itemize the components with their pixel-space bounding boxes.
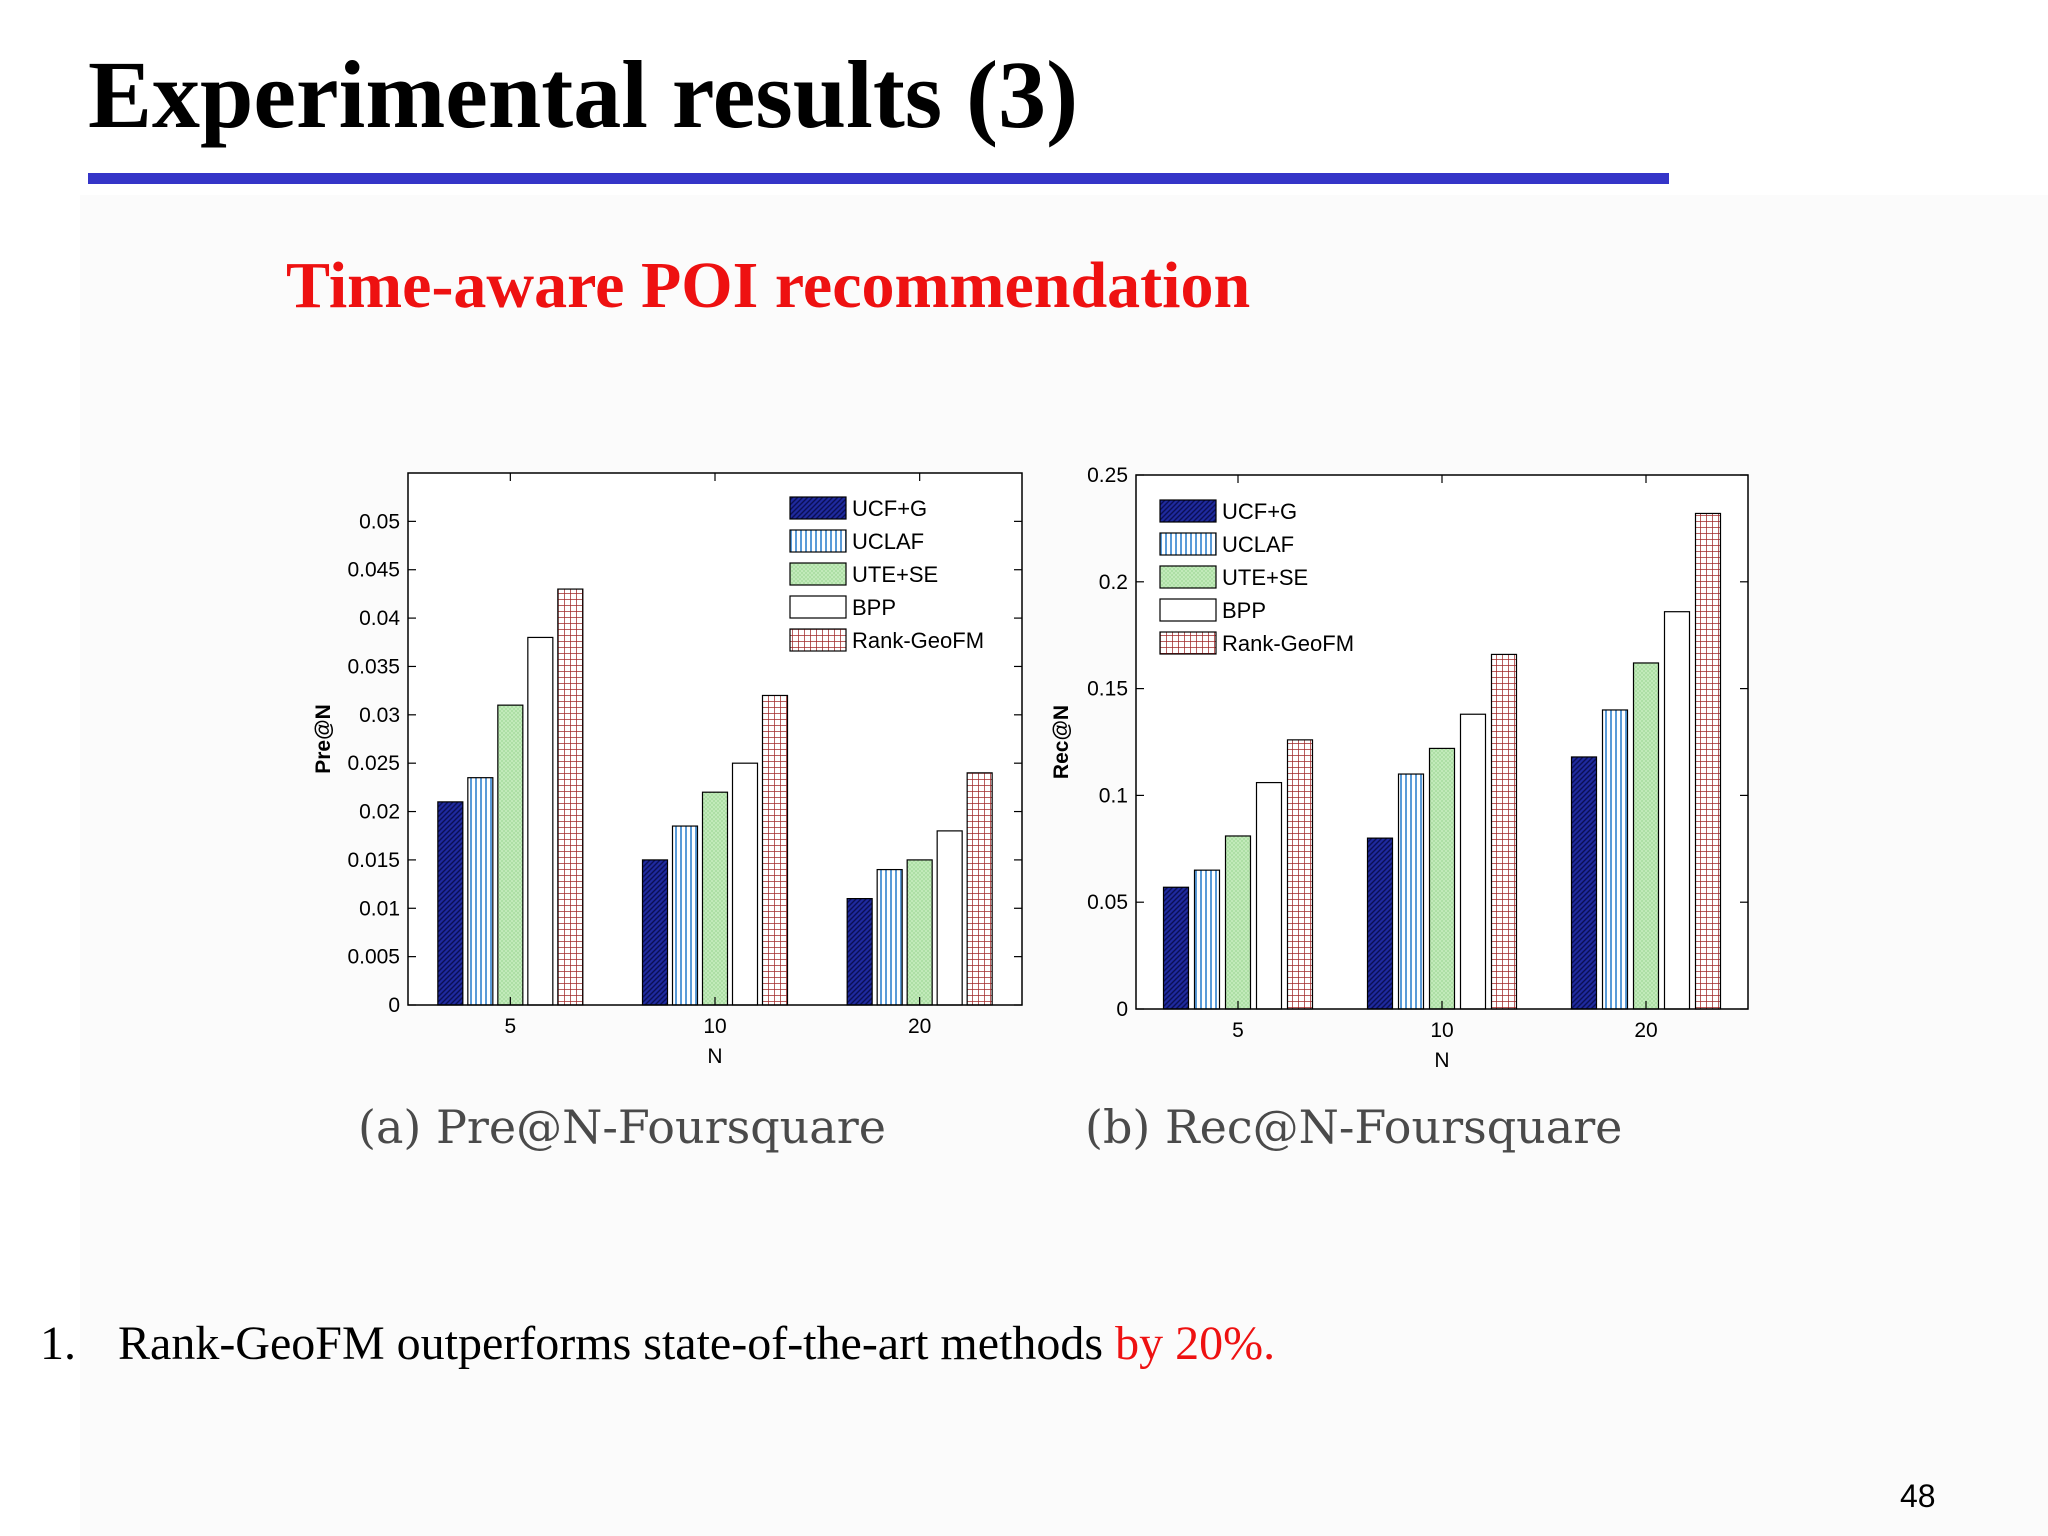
rec-bar-ucf-g-n10 [1366,837,1394,1010]
rec-ytick-label: 0.25 [1087,464,1128,487]
pre-legend-swatch-rank-geofm [789,628,847,652]
rec-bar-ute-se-n20 [1632,662,1660,1010]
pre-bar-ute-se-n5 [497,704,524,1006]
pre-legend-label-bpp: BPP [852,595,896,620]
rec-plot-frame [1135,474,1749,1010]
pre-ytick-label: 0.04 [359,607,400,630]
pre-ytick-label: 0.025 [347,752,400,775]
pre-bar-rank-geofm-n5 [557,588,584,1006]
pre-bar-ucf-g-n5 [437,801,464,1006]
pre-ytick-label: 0.035 [347,655,400,678]
rec-bar-rank-geofm-n20 [1694,512,1722,1010]
rec-xaxis-label: N [1434,1049,1449,1072]
pre-bar-bpp-n5 [527,636,554,1006]
rec-bar-ucf-g-n5 [1162,886,1190,1010]
rec-legend-swatch-ute-se [1159,565,1217,589]
chart-recall: 0 0.05 0.1 0.15 0.2 0.25 5 10 20 N Rec@N UCF+G UCLAF… [1040,455,1800,1175]
rec-xtick-label: 5 [1232,1019,1244,1042]
pre-bar-rank-geofm-n20 [966,772,993,1006]
rec-ytick-label: 0.1 [1099,784,1128,807]
pre-ytick-label: 0.05 [359,510,400,533]
pre-plot-frame [407,472,1023,1006]
rec-bar-ute-se-n5 [1224,835,1252,1010]
rec-bar-bpp-n5 [1255,781,1283,1010]
rec-legend-label-rank-geofm: Rank-GeoFM [1222,631,1354,656]
pre-legend-label-ucf-g: UCF+G [852,496,927,521]
page-number: 48 [1900,1478,1936,1514]
pre-bar-ucf-g-n10 [641,859,669,1006]
rec-legend-label-uclaf: UCLAF [1222,532,1294,557]
rec-bar-ucf-g-n20 [1570,756,1598,1010]
rec-legend-label-ute-se: UTE+SE [1222,565,1308,590]
pre-legend-swatch-uclaf [789,529,847,553]
rec-bar-uclaf-n20 [1601,709,1629,1010]
rec-ytick-label: 0.05 [1087,891,1128,914]
rec-legend-swatch-bpp [1159,598,1217,622]
caption-precision: (a) Pre@N-Foursquare [358,1100,886,1154]
pre-bar-bpp-n20 [936,830,963,1006]
chart-precision: 0 0.005 0.01 0.015 0.02 0.025 0.03 0.035 0.04 0.0… [300,455,1060,1175]
slide-title: Experimental results (3) [88,41,1079,148]
bullet-item: 1. Rank-GeoFM outperforms state-of-the-ar… [40,1317,1276,1371]
rec-bar-bpp-n20 [1663,611,1691,1010]
rec-ytick-label: 0.15 [1087,678,1128,701]
bullet-highlight: by 20%. [1115,1317,1276,1370]
pre-bar-uclaf-n10 [671,825,699,1006]
pre-ytick-label: 0.02 [359,801,400,824]
rec-ytick-label: 0.2 [1099,571,1128,594]
rec-xtick-label: 10 [1430,1019,1453,1042]
pre-legend-label-rank-geofm: Rank-GeoFM [852,628,984,653]
slide-subtitle: Time-aware POI recommendation [286,249,1251,322]
pre-bar-bpp-n10 [731,762,759,1006]
pre-yaxis-label: Pre@N [312,704,335,774]
pre-legend-swatch-bpp [789,595,847,619]
pre-bar-ute-se-n20 [906,859,933,1006]
pre-xtick-label: 5 [504,1015,516,1038]
pre-legend-label-ute-se: UTE+SE [852,562,938,587]
chart-precision-svg: 0 0.005 0.01 0.015 0.02 0.025 0.03 0.035 0.04 0.0… [312,472,1023,1068]
pre-bar-uclaf-n20 [876,868,903,1006]
pre-ytick-label: 0 [388,994,400,1017]
pre-ytick-label: 0.005 [347,946,400,969]
pre-xtick-label: 20 [908,1015,931,1038]
rec-legend-swatch-uclaf [1159,532,1217,556]
pre-bar-ute-se-n10 [701,791,729,1006]
caption-recall: (b) Rec@N-Foursquare [1085,1100,1623,1154]
rec-legend-label-bpp: BPP [1222,598,1266,623]
rec-yaxis-label: Rec@N [1050,705,1073,779]
pre-bar-rank-geofm-n10 [761,694,789,1006]
pre-legend-swatch-ucf-g [789,496,847,520]
pre-bar-uclaf-n5 [467,777,494,1006]
pre-ytick-label: 0.01 [359,897,400,920]
pre-ytick-label: 0.015 [347,849,400,872]
rec-bar-uclaf-n10 [1397,773,1425,1010]
pre-xtick-label: 10 [703,1015,726,1038]
rec-xtick-label: 20 [1634,1019,1657,1042]
rec-bar-rank-geofm-n10 [1490,653,1518,1010]
pre-xaxis-label: N [707,1045,722,1068]
rec-bar-bpp-n10 [1459,713,1487,1010]
pre-legend-label-uclaf: UCLAF [852,529,924,554]
rec-legend-label-ucf-g: UCF+G [1222,499,1297,524]
rec-bar-uclaf-n5 [1193,869,1221,1010]
rec-bar-rank-geofm-n5 [1286,739,1314,1010]
pre-ytick-label: 0.03 [359,704,400,727]
pre-bar-ucf-g-n20 [846,898,873,1006]
pre-legend-swatch-ute-se [789,562,847,586]
rec-legend-swatch-ucf-g [1159,499,1217,523]
bullet-number: 1. [40,1317,76,1370]
title-underline [88,173,1669,184]
rec-legend-swatch-rank-geofm [1159,631,1217,655]
pre-ytick-label: 0.045 [347,559,400,582]
rec-ytick-label: 0 [1116,998,1128,1021]
rec-bar-ute-se-n10 [1428,747,1456,1010]
chart-recall-svg: 0 0.05 0.1 0.15 0.2 0.25 5 10 20 N Rec@N UCF+G UCLAF… [1050,464,1749,1072]
bullet-text: Rank-GeoFM outperforms state-of-the-art … [118,1317,1116,1370]
